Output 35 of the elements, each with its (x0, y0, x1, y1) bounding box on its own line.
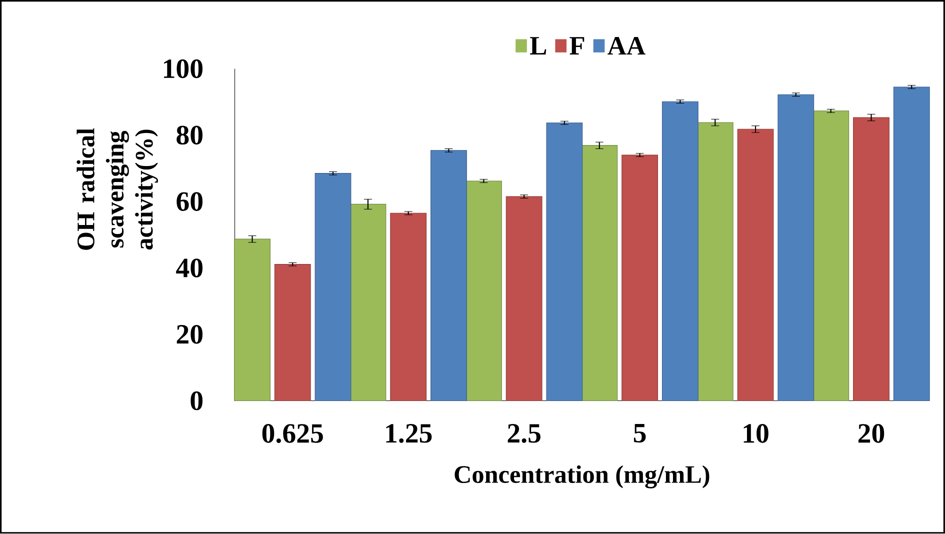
bar (622, 154, 658, 402)
bar (696, 122, 734, 402)
legend-label: L (530, 37, 546, 55)
bar (350, 204, 386, 402)
y-tick-label: 100 (164, 60, 203, 78)
bar (234, 238, 270, 402)
x-tick-label: 2.5 (508, 424, 540, 444)
bar (853, 117, 890, 402)
bar (893, 86, 930, 402)
bar (314, 173, 352, 402)
bar (274, 264, 311, 402)
x-tick-label: 5 (634, 424, 646, 443)
x-tick-label: 10 (744, 424, 768, 444)
x-axis-title: Concentration (mg/mL) (454, 466, 710, 489)
bar (390, 213, 427, 402)
x-tick-label: 0.625 (262, 424, 323, 444)
bar (778, 94, 814, 402)
bar (812, 110, 850, 402)
y-tick-label: 40 (176, 258, 203, 278)
bar (466, 180, 502, 402)
y-axis-title: OH radical scavenging activity(%) (76, 128, 158, 250)
x-tick-label: 1.25 (386, 424, 432, 444)
bar (662, 101, 698, 402)
bar (737, 129, 774, 402)
bar (546, 122, 583, 402)
y-tick-label: 60 (176, 192, 203, 212)
legend-label: F (570, 37, 584, 55)
bar (506, 196, 542, 402)
y-tick-label: 0 (190, 392, 203, 410)
y-tick-label: 80 (176, 126, 203, 145)
bar (581, 145, 618, 402)
bar (430, 150, 467, 402)
y-tick-label: 20 (176, 325, 203, 344)
legend-label: AA (608, 37, 646, 55)
x-tick-label: 20 (858, 424, 884, 444)
